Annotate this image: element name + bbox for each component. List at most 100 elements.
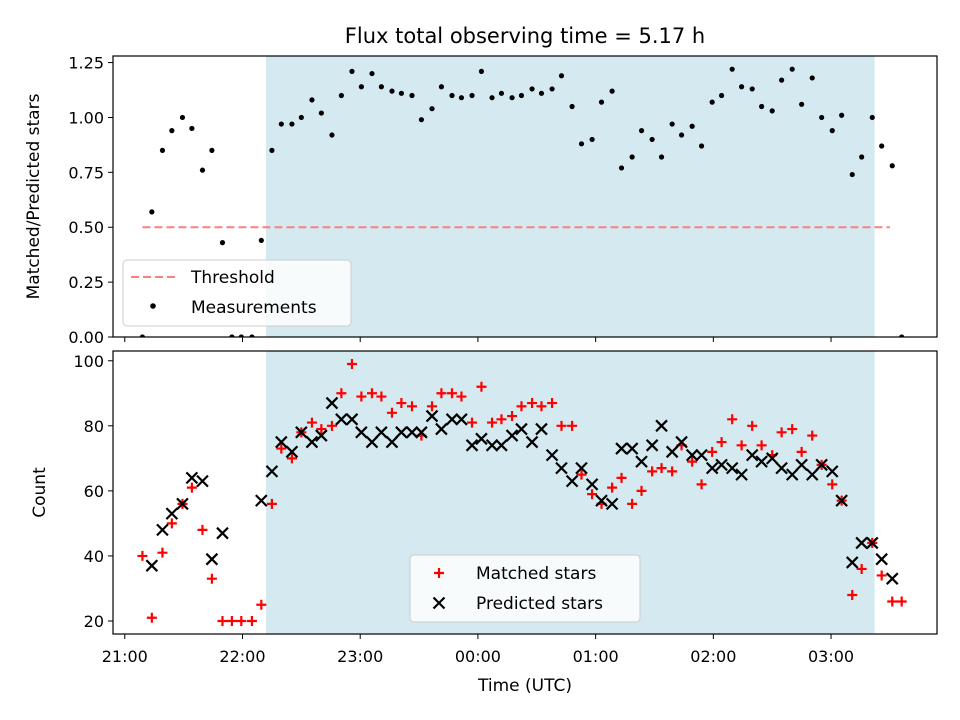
predicted-star-point bbox=[165, 507, 179, 520]
measurement-point bbox=[629, 154, 635, 160]
matched-star-point bbox=[556, 420, 567, 431]
measurement-point bbox=[738, 84, 745, 90]
matched-star-point bbox=[456, 391, 467, 402]
panel-counts: 20 40 60 80 100 21:00 22:00 23:00 00:00 01:00 02:0… bbox=[30, 350, 938, 666]
measurement-point bbox=[809, 75, 815, 81]
matched-star-point bbox=[476, 381, 487, 392]
matched-star-point bbox=[256, 599, 267, 610]
measurement-point bbox=[859, 154, 865, 160]
measurement-point bbox=[829, 128, 835, 134]
count-axes-frame bbox=[112, 350, 938, 635]
matched-star-point bbox=[887, 596, 898, 607]
matched-star-point bbox=[266, 498, 277, 509]
predicted-star-point bbox=[385, 435, 399, 449]
matched-star-point bbox=[346, 359, 357, 370]
matched-star-point bbox=[636, 485, 647, 496]
predicted-star-point bbox=[605, 497, 619, 511]
predicted-star-point bbox=[455, 413, 468, 426]
predicted-star-point bbox=[825, 465, 839, 478]
predicted-star-point bbox=[725, 461, 739, 475]
series-measurements bbox=[139, 66, 905, 337]
measurement-point bbox=[789, 66, 795, 72]
matched-star-point bbox=[727, 414, 738, 425]
x-axis-label: Time (UTC) bbox=[477, 676, 572, 696]
y-tick-label: 80 bbox=[84, 417, 104, 436]
measurement-point bbox=[569, 103, 575, 110]
predicted-star-point bbox=[735, 468, 748, 481]
predicted-star-point bbox=[355, 426, 368, 439]
matched-star-point bbox=[286, 453, 297, 464]
predicted-star-point bbox=[305, 435, 319, 449]
measurement-point bbox=[389, 88, 395, 94]
predicted-star-point bbox=[265, 465, 279, 478]
measurement-point bbox=[658, 154, 665, 160]
measurement-point bbox=[289, 121, 295, 127]
measurement-point bbox=[578, 141, 585, 147]
predicted-star-point bbox=[795, 458, 808, 472]
measurement-point bbox=[589, 136, 595, 143]
measurement-point bbox=[149, 209, 155, 215]
predicted-star-point bbox=[145, 559, 159, 572]
predicted-star-point bbox=[465, 439, 479, 452]
measurement-point bbox=[189, 125, 195, 132]
predicted-star-point bbox=[485, 439, 499, 452]
measurement-point bbox=[879, 143, 885, 149]
predicted-star-point bbox=[805, 468, 819, 481]
measurement-point bbox=[338, 92, 344, 99]
matched-star-point bbox=[516, 401, 527, 412]
measurement-point bbox=[429, 106, 435, 112]
measurement-point bbox=[199, 167, 206, 173]
predicted-star-point bbox=[325, 396, 339, 410]
matched-star-point bbox=[197, 524, 208, 535]
predicted-star-point bbox=[665, 445, 679, 459]
measurement-point bbox=[819, 114, 825, 121]
measurement-point bbox=[729, 66, 735, 72]
measurement-point bbox=[398, 90, 404, 96]
measurement-point bbox=[349, 68, 355, 74]
matched-star-point bbox=[146, 612, 157, 623]
measurement-point bbox=[438, 84, 445, 90]
count-plot-area bbox=[137, 351, 907, 634]
measurement-point bbox=[538, 90, 545, 96]
y-tick-label: 100 bbox=[73, 352, 104, 371]
predicted-star-point bbox=[855, 536, 868, 550]
measurement-point bbox=[718, 92, 725, 99]
matched-star-point bbox=[386, 407, 397, 418]
predicted-star-point bbox=[775, 461, 788, 475]
y-tick-label: 60 bbox=[84, 482, 104, 501]
x-tick-label: 02:00 bbox=[690, 647, 736, 666]
measurement-point bbox=[209, 147, 215, 153]
matched-star-point bbox=[587, 489, 598, 500]
measurement-point bbox=[698, 143, 705, 149]
measurement-point bbox=[489, 95, 495, 101]
legend: Threshold Measurements bbox=[122, 259, 352, 327]
predicted-star-point bbox=[285, 445, 299, 459]
predicted-star-point bbox=[685, 448, 699, 462]
predicted-star-point bbox=[625, 442, 639, 455]
matched-star-point bbox=[157, 547, 168, 558]
predicted-star-point bbox=[695, 448, 708, 462]
predicted-star-point bbox=[425, 409, 439, 423]
matched-star-point bbox=[656, 463, 667, 474]
x-tick-label: 00:00 bbox=[455, 647, 501, 666]
measurement-point bbox=[509, 95, 515, 101]
predicted-star-point bbox=[445, 413, 459, 426]
measurement-point bbox=[229, 334, 235, 337]
measurement-point bbox=[309, 97, 315, 103]
measurement-point bbox=[779, 77, 785, 83]
measurement-point bbox=[549, 86, 555, 92]
measurement-point bbox=[139, 334, 146, 337]
measurement-point bbox=[318, 110, 324, 116]
predicted-star-point bbox=[405, 426, 419, 439]
y-axis-label: Count bbox=[30, 467, 50, 518]
measurement-point bbox=[518, 92, 525, 99]
legend-predicted-swatch bbox=[432, 596, 446, 610]
matched-star-point bbox=[276, 443, 287, 454]
matched-star-point bbox=[137, 550, 148, 561]
predicted-star-point bbox=[565, 474, 579, 488]
predicted-star-point bbox=[875, 552, 888, 566]
matched-star-point bbox=[366, 388, 377, 399]
predicted-star-point bbox=[545, 448, 559, 462]
predicted-star-point bbox=[765, 452, 779, 465]
measurement-point bbox=[839, 112, 845, 118]
